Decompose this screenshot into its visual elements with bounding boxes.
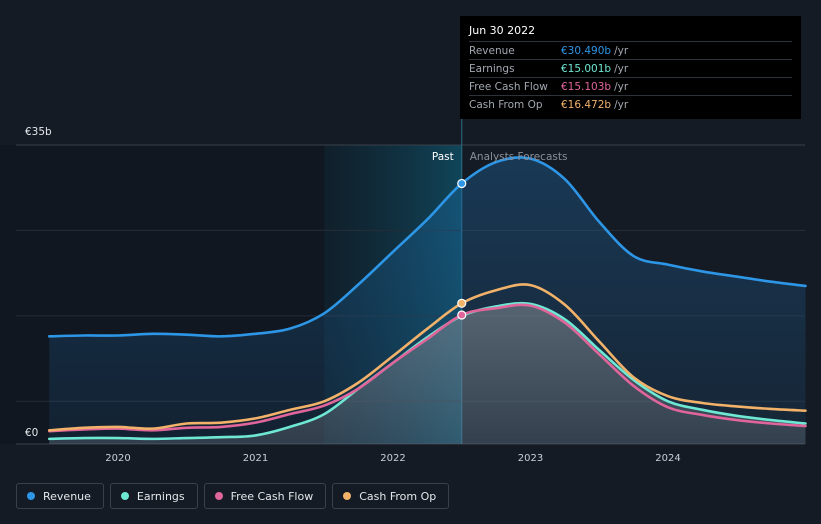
legend-dot-icon — [120, 492, 129, 500]
tooltip-date: Jun 30 2022 — [469, 24, 792, 42]
series-line-cash-from-op — [47, 283, 807, 432]
marker-revenue — [457, 178, 467, 189]
legend-dot-icon — [343, 492, 352, 500]
legend-item-cash-from-op[interactable]: Cash From Op — [332, 483, 450, 509]
x-tick-label: 2023 — [518, 453, 543, 464]
tooltip-row-free-cash-flow: Free Cash Flow €15.103b /yr — [469, 78, 792, 96]
legend: Revenue Earnings Free Cash Flow Cash Fro… — [16, 483, 450, 509]
x-tick-label: 2022 — [380, 453, 405, 464]
tooltip-label: Cash From Op — [469, 98, 543, 111]
x-tick-label: 2024 — [655, 453, 680, 464]
x-tick-label: 2021 — [243, 453, 268, 464]
legend-label: Earnings — [136, 489, 185, 503]
tooltip-row-revenue: Revenue €30.490b /yr — [469, 42, 792, 60]
tooltip-value: €16.472b — [561, 98, 612, 111]
tooltip-row-cash-from-op: Cash From Op €16.472b /yr — [469, 96, 792, 113]
tooltip-label: Earnings — [469, 62, 515, 75]
earnings-area — [49, 303, 806, 444]
tooltip-unit: /yr — [614, 80, 629, 93]
series-line-revenue — [47, 156, 807, 338]
legend-item-free-cash-flow[interactable]: Free Cash Flow — [203, 483, 327, 509]
tooltip: Jun 30 2022 Revenue €30.490b /yr Earning… — [460, 16, 801, 119]
marker-cash-from-op — [457, 298, 467, 308]
legend-label: Revenue — [43, 489, 91, 503]
legend-item-revenue[interactable]: Revenue — [16, 483, 104, 509]
tooltip-value: €15.103b — [561, 80, 612, 93]
tooltip-unit: /yr — [614, 98, 629, 111]
legend-item-earnings[interactable]: Earnings — [109, 483, 198, 509]
series-line-free-cash-flow — [47, 303, 807, 433]
tooltip-value: €30.490b — [561, 44, 612, 57]
forecast-label: Analysts Forecasts — [470, 151, 568, 163]
tooltip-unit: /yr — [614, 62, 629, 75]
tooltip-label: Free Cash Flow — [469, 80, 548, 93]
legend-dot-icon — [27, 492, 35, 500]
tooltip-value: €15.001b — [561, 62, 612, 75]
tooltip-unit: /yr — [614, 44, 629, 57]
tooltip-row-earnings: Earnings €15.001b /yr — [469, 60, 792, 78]
tooltip-label: Revenue — [469, 44, 515, 57]
x-tick-label: 2020 — [105, 453, 130, 464]
legend-label: Free Cash Flow — [230, 489, 314, 503]
past-label: Past — [432, 151, 454, 163]
series-line-earnings — [47, 301, 807, 441]
marker-free-cash-flow — [457, 310, 467, 320]
legend-dot-icon — [214, 492, 223, 500]
y-axis-top-label: €35b — [25, 126, 52, 138]
y-axis-bottom-label: €0 — [25, 427, 38, 439]
legend-label: Cash From Op — [359, 489, 437, 503]
